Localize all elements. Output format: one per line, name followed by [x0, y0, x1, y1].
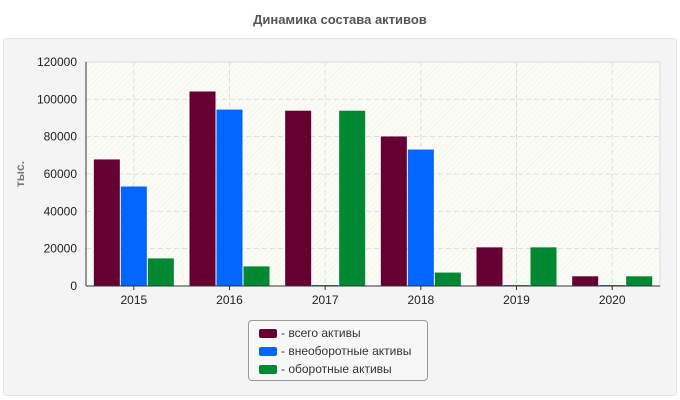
- legend-label: - всего активы: [281, 326, 361, 340]
- bar-2016-1: [216, 109, 243, 286]
- bar-2018-2: [434, 272, 461, 286]
- plot-area: [85, 61, 661, 287]
- bar-2018-1: [407, 149, 434, 286]
- bar-2020-2: [626, 276, 653, 286]
- legend-item-current: - оборотные активы: [259, 360, 427, 378]
- bar-2020-0: [572, 276, 599, 286]
- bar-2018-0: [380, 136, 407, 286]
- bar-2019-0: [476, 247, 503, 286]
- y-axis-label: тыс.: [13, 161, 27, 187]
- legend-label: - оборотные активы: [281, 362, 392, 376]
- x-tick-label: 2019: [503, 293, 530, 307]
- x-tick-label: 2016: [216, 293, 243, 307]
- x-tick-label: 2015: [120, 293, 147, 307]
- x-tick-label: 2018: [407, 293, 434, 307]
- bar-2015-0: [93, 159, 120, 286]
- legend-swatch: [259, 364, 277, 374]
- y-tick-label: 40000: [44, 204, 78, 218]
- y-tick-label: 60000: [44, 167, 78, 181]
- legend: - всего активы - внеоборотные активы - о…: [248, 320, 428, 381]
- y-tick-label: 0: [70, 279, 77, 293]
- bar-2015-2: [147, 258, 174, 286]
- legend-item-noncurrent: - внеоборотные активы: [259, 342, 427, 360]
- bar-2016-0: [189, 91, 216, 286]
- y-tick-label: 100000: [37, 92, 77, 106]
- x-tick-label: 2020: [599, 293, 626, 307]
- x-tick-label: 2017: [312, 293, 339, 307]
- chart-title: Динамика состава активов: [253, 12, 427, 27]
- legend-swatch: [259, 328, 277, 338]
- legend-label: - внеоборотные активы: [281, 344, 412, 358]
- bar-2016-2: [243, 266, 270, 286]
- y-tick-label: 120000: [37, 55, 77, 69]
- bar-2015-1: [120, 186, 147, 286]
- legend-swatch: [259, 346, 277, 356]
- y-tick-label: 20000: [44, 242, 78, 256]
- bar-2019-2: [530, 247, 557, 286]
- legend-item-total: - всего активы: [259, 324, 427, 342]
- bar-2017-2: [339, 110, 366, 286]
- y-tick-label: 80000: [44, 130, 78, 144]
- bar-2017-0: [285, 110, 312, 286]
